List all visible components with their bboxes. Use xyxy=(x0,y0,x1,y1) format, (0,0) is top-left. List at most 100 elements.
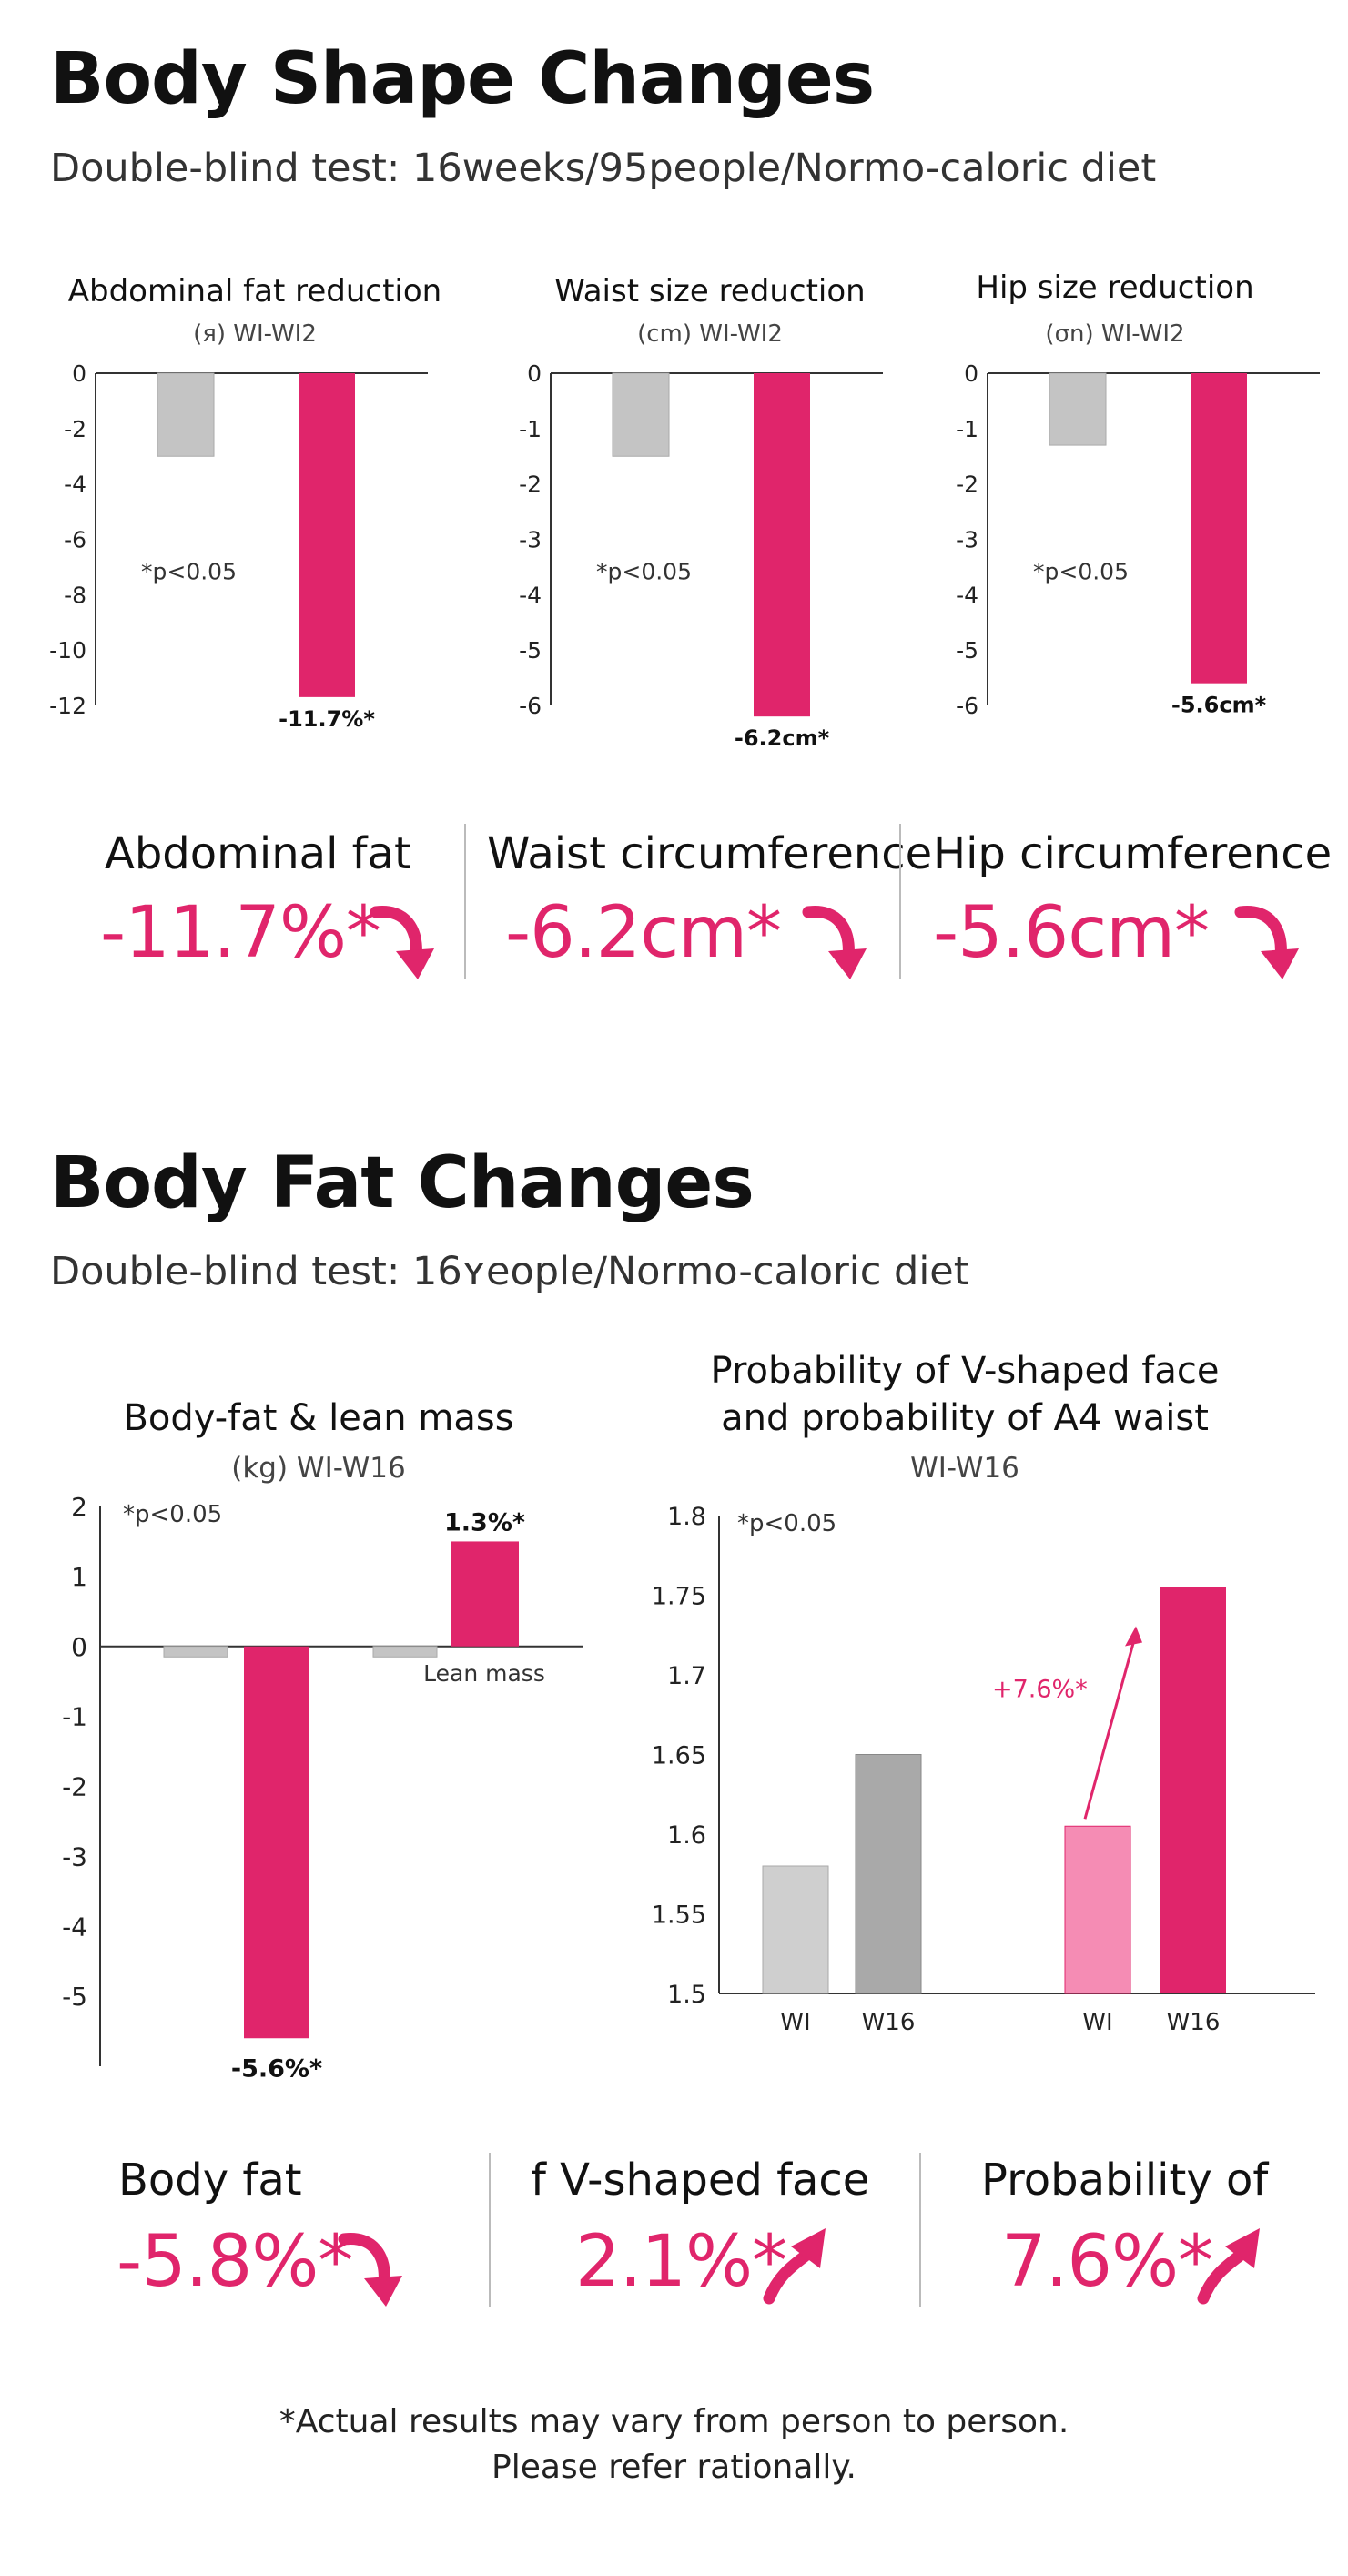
x-tick-label: W16 xyxy=(1167,2009,1221,2036)
arrow-up-icon xyxy=(763,2228,826,2305)
chart2-unit: (cm) WI-WI2 xyxy=(637,320,783,348)
y-tick-label: -5 xyxy=(956,637,978,664)
significance-note: *p<0.05 xyxy=(596,558,692,584)
y-tick-label: 0 xyxy=(527,360,542,387)
y-tick-label: -3 xyxy=(519,527,542,553)
significance-note: *p<0.05 xyxy=(123,1501,222,1528)
treatment-bar xyxy=(451,1541,519,1647)
data-label: 1.3%* xyxy=(444,1508,525,1536)
y-tick-label: 1.5 xyxy=(667,1981,706,2009)
control-bar xyxy=(157,372,215,457)
y-tick-label: -3 xyxy=(956,527,978,553)
y-tick-label: -6 xyxy=(519,693,542,719)
arrow-down-icon xyxy=(802,906,867,979)
chart3-title: Hip size reduction xyxy=(976,269,1254,306)
stat-bodyfat-value: -5.8%* xyxy=(117,2221,353,2303)
stat-hip-label: Hip circumference xyxy=(933,828,1333,879)
y-tick-label: -5 xyxy=(519,637,542,664)
y-tick-label: -10 xyxy=(49,637,86,664)
stat-bodyfat-label: Body fat xyxy=(118,2155,302,2206)
y-tick-label: 0 xyxy=(71,1632,87,1662)
arrow-down-icon xyxy=(1234,906,1299,979)
y-tick-label: -6 xyxy=(956,693,978,719)
data-label: +7.6%* xyxy=(992,1676,1088,1704)
stat-divider xyxy=(489,2153,491,2307)
stat-divider xyxy=(899,824,901,979)
control-bar xyxy=(612,372,670,457)
x-tick-label: WI xyxy=(1082,2009,1112,2036)
treatment-bar xyxy=(299,373,355,697)
section-title: Body Shape Changes xyxy=(50,38,875,120)
y-tick-label: -4 xyxy=(956,582,978,608)
y-tick-label: 1.7 xyxy=(667,1662,706,1690)
significance-note: *p<0.05 xyxy=(141,558,237,584)
y-tick-label: -4 xyxy=(62,1912,87,1942)
y-tick-label: -8 xyxy=(64,582,86,608)
category-label: Lean mass xyxy=(423,1660,545,1687)
chart4-unit: (kg) WI-W16 xyxy=(231,1452,406,1485)
chart2-waist: 0 -1 -2 -3 -4 -5 -6 -6.2cm* *p<0.05 xyxy=(519,360,883,751)
significance-note: *p<0.05 xyxy=(1033,558,1129,584)
treatment-bar xyxy=(1191,373,1247,684)
bar xyxy=(1160,1587,1226,1993)
y-tick-label: -2 xyxy=(64,416,86,442)
chart5-probability: 1.8 1.75 1.7 1.65 1.6 1.55 1.5 WI W16 WI W16 +7.6%*… xyxy=(652,1503,1315,2036)
y-tick-label: -2 xyxy=(62,1772,87,1802)
chart4-title: Body-fat & lean mass xyxy=(123,1397,514,1439)
stat-divider xyxy=(464,824,466,979)
stat-abdominal-value: -11.7%* xyxy=(100,892,381,974)
treatment-bar xyxy=(754,373,810,717)
y-tick-label: 1.6 xyxy=(667,1821,706,1850)
control-bar xyxy=(163,1646,228,1658)
y-tick-label: -6 xyxy=(64,527,86,553)
y-tick-label: -12 xyxy=(49,693,86,719)
y-tick-label: -4 xyxy=(64,472,86,498)
data-label: -5.6cm* xyxy=(1171,693,1267,718)
stat-hip-value: -5.6cm* xyxy=(933,892,1210,974)
y-tick-label: -1 xyxy=(519,416,542,442)
y-tick-label: 1.55 xyxy=(652,1902,706,1930)
stat-abdominal-label: Abdominal fat xyxy=(105,828,411,879)
chart1-unit: (я) WI-WI2 xyxy=(193,320,317,348)
y-tick-label: -4 xyxy=(519,582,542,608)
trend-arrow-line xyxy=(1083,1633,1138,1820)
y-tick-label: 0 xyxy=(964,360,978,387)
stat-vface-value: 2.1%* xyxy=(575,2221,787,2303)
stat-waist-value: -6.2cm* xyxy=(505,892,782,974)
x-tick-label: W16 xyxy=(862,2009,916,2036)
data-label: -5.6%* xyxy=(231,2054,322,2083)
y-tick-label: 1 xyxy=(71,1562,87,1592)
section-title: Body Fat Changes xyxy=(50,1142,755,1224)
footnote-line2: Please refer rationally. xyxy=(492,2449,856,2486)
section-subtitle: Double-blind test: 16weeks/95people/Norm… xyxy=(50,146,1157,191)
y-tick-label: -2 xyxy=(956,472,978,498)
data-label: -11.7%* xyxy=(279,706,375,732)
y-tick-label: -2 xyxy=(519,472,542,498)
y-tick-label: -1 xyxy=(62,1702,87,1732)
y-tick-label: -5 xyxy=(62,1982,87,2012)
y-tick-label: 1.65 xyxy=(652,1742,706,1770)
y-tick-label: -1 xyxy=(956,416,978,442)
arrow-down-icon xyxy=(370,906,434,979)
data-label: -6.2cm* xyxy=(735,725,830,751)
significance-note: *p<0.05 xyxy=(737,1510,836,1537)
bar xyxy=(1064,1825,1131,1994)
arrow-down-icon xyxy=(338,2233,402,2307)
stat-probability-label: Probability of xyxy=(981,2155,1269,2206)
stat-divider xyxy=(919,2153,921,2307)
control-bar xyxy=(1049,372,1107,446)
x-tick-label: WI xyxy=(780,2009,810,2036)
footnote-line1: *Actual results may vary from person to … xyxy=(279,2403,1069,2440)
y-tick-label: 1.8 xyxy=(667,1503,706,1531)
y-tick-label: -3 xyxy=(62,1841,87,1871)
chart5-unit: WI-W16 xyxy=(910,1452,1019,1485)
chart2-title: Waist size reduction xyxy=(554,273,866,309)
bar xyxy=(762,1865,829,1994)
stat-probability-value: 7.6%* xyxy=(1001,2221,1213,2303)
arrow-up-icon xyxy=(1197,2228,1260,2305)
section-subtitle: Double-blind test: 16ʏeople/Normo-calori… xyxy=(50,1249,969,1294)
chart3-unit: (σn) WI-WI2 xyxy=(1045,320,1185,348)
control-bar xyxy=(372,1646,438,1658)
trend-arrow-head xyxy=(1125,1626,1142,1647)
chart3-hip: 0 -1 -2 -3 -4 -5 -6 -5.6cm* *p<0.05 xyxy=(956,360,1320,719)
